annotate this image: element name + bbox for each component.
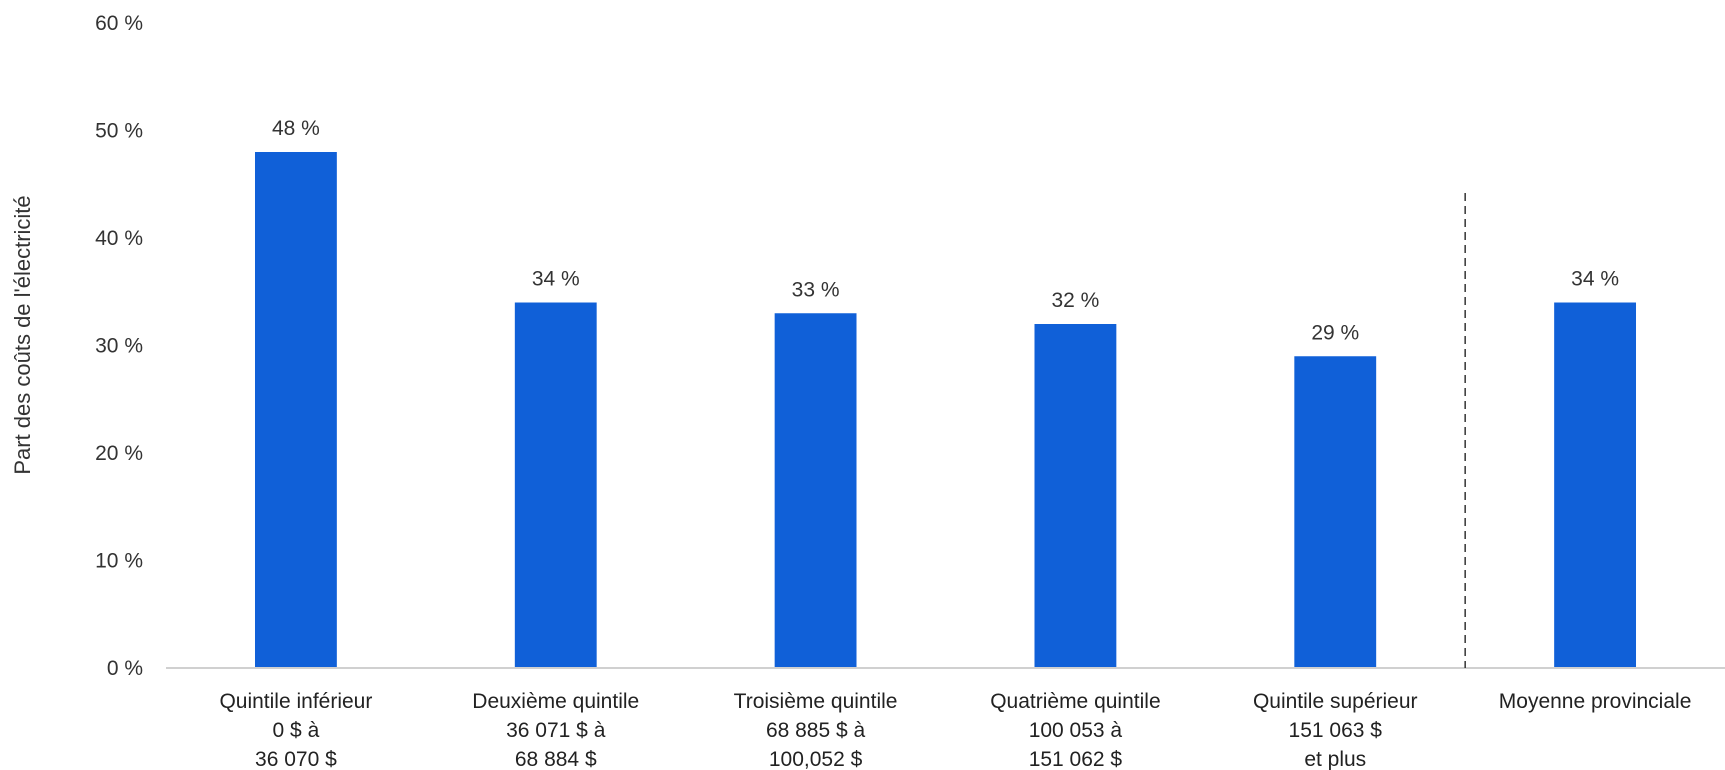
y-tick-label: 60 % [95,12,143,35]
category-label: Quintile inférieur [219,690,372,713]
category-label: Quintile supérieur [1253,690,1418,713]
y-tick-label: 50 % [95,120,143,143]
y-tick-label: 10 % [95,550,143,573]
data-label: 32 % [1051,289,1099,312]
data-label: 29 % [1311,321,1359,344]
category-label: 68 885 $ à [766,719,866,742]
data-label: 34 % [1571,268,1619,291]
data-labels: 48 % 34 % 33 % 32 % 29 % 34 % [272,117,1619,344]
category-label: 100 053 à [1029,719,1123,742]
bar [254,152,337,668]
y-tick-label: 0 % [107,657,143,680]
category-label: 151 063 $ [1289,719,1383,742]
bars [254,152,1637,668]
category-label: 36 070 $ [255,748,337,770]
bar [1554,302,1637,668]
bar [774,313,857,668]
category-label: 100,052 $ [769,748,863,770]
category-label: Deuxième quintile [472,690,639,713]
bar [514,302,597,668]
category-label: et plus [1304,748,1366,770]
category-label: 151 062 $ [1029,748,1123,770]
data-label: 34 % [532,268,580,291]
category-label: 0 $ à [273,719,320,742]
data-label: 48 % [272,117,320,140]
category-label: 68 884 $ [515,748,597,770]
category-label: Troisième quintile [734,690,898,713]
y-axis-ticks: 0 % 10 % 20 % 30 % 40 % 50 % 60 % [95,12,143,680]
y-tick-label: 40 % [95,227,143,250]
y-tick-label: 30 % [95,335,143,358]
category-label: Quatrième quintile [990,690,1160,713]
category-label: 36 071 $ à [506,719,606,742]
bar [1034,324,1117,668]
y-tick-label: 20 % [95,442,143,465]
category-label: Moyenne provinciale [1499,690,1692,713]
y-axis-title: Part des coûts de l'électricité [10,195,35,474]
bar [1294,356,1377,668]
x-axis-labels: Quintile inférieur 0 $ à 36 070 $ Deuxième … [219,690,1691,770]
data-label: 33 % [792,278,840,301]
